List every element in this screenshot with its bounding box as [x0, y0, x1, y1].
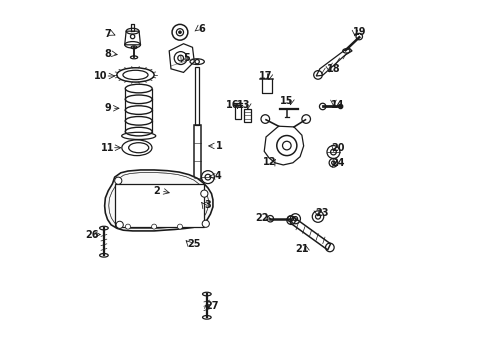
- Text: 27: 27: [204, 301, 218, 311]
- Text: 17: 17: [258, 71, 271, 81]
- Text: 18: 18: [326, 64, 340, 74]
- Text: 24: 24: [331, 158, 345, 168]
- Circle shape: [116, 221, 123, 228]
- Circle shape: [178, 31, 181, 34]
- Text: 23: 23: [314, 208, 327, 218]
- Text: 8: 8: [104, 49, 111, 59]
- Bar: [193, 125, 201, 196]
- Text: 14: 14: [330, 100, 344, 111]
- Text: 10: 10: [94, 71, 107, 81]
- Circle shape: [125, 224, 130, 229]
- Text: 13: 13: [237, 100, 250, 111]
- Text: 7: 7: [104, 29, 111, 39]
- Text: 15: 15: [280, 96, 293, 106]
- Text: 3: 3: [204, 200, 211, 210]
- Circle shape: [177, 224, 182, 229]
- Bar: [195, 67, 199, 125]
- Bar: [244, 109, 250, 122]
- Polygon shape: [104, 170, 212, 231]
- Circle shape: [151, 224, 156, 229]
- Text: 19: 19: [352, 27, 365, 37]
- Text: 16: 16: [226, 100, 239, 111]
- Text: 1: 1: [216, 141, 223, 151]
- Text: 2: 2: [153, 186, 160, 196]
- Text: 21: 21: [295, 244, 308, 254]
- Bar: [235, 105, 241, 119]
- Circle shape: [201, 190, 207, 197]
- Text: 22: 22: [254, 213, 268, 222]
- Text: 9: 9: [104, 103, 111, 113]
- Text: 11: 11: [101, 143, 114, 153]
- Text: 6: 6: [198, 24, 204, 35]
- Text: 12: 12: [263, 157, 276, 167]
- Text: 5: 5: [183, 53, 190, 63]
- Circle shape: [202, 220, 209, 227]
- Text: 25: 25: [186, 239, 200, 249]
- Text: 20: 20: [331, 143, 345, 153]
- Text: 26: 26: [85, 230, 99, 239]
- Bar: [115, 184, 204, 226]
- Text: 4: 4: [214, 171, 221, 181]
- Circle shape: [115, 177, 122, 184]
